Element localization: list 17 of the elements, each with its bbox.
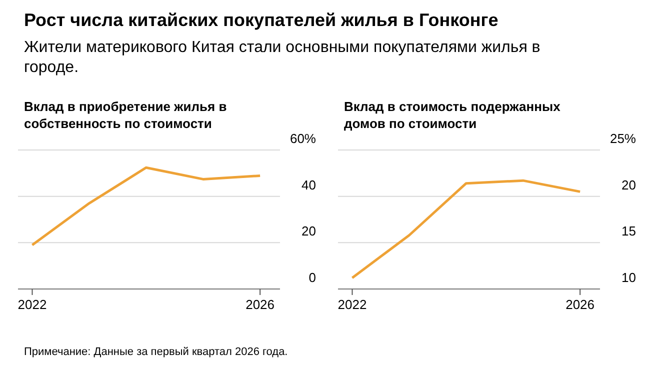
y-tick-label: 60% bbox=[290, 131, 316, 146]
y-tick-label: 10 bbox=[622, 270, 636, 285]
y-tick-label: 15 bbox=[622, 224, 636, 239]
y-tick-label: 20 bbox=[302, 224, 316, 239]
y-tick-label: 40 bbox=[302, 177, 316, 192]
x-tick-label: 2026 bbox=[566, 297, 595, 312]
text: Жители материкового Китая стали основными покупателями жилья в городе. bbox=[24, 38, 542, 78]
x-tick-label: 2026 bbox=[246, 297, 275, 312]
chart-title: Вклад в стоимость подержанных домов по стоимости bbox=[343, 98, 562, 131]
y-tick-label: 0 bbox=[308, 270, 316, 285]
chart-title: Вклад в приобретение жилья в собственность по стоимости bbox=[23, 98, 228, 131]
x-tick-label: 2022 bbox=[338, 297, 367, 312]
text: Рост числа китайских покупателей жилья в Гонконге bbox=[24, 10, 498, 31]
text: Примечание: Данные за первый квартал 2026 года. bbox=[24, 346, 288, 358]
y-tick-label: 20 bbox=[622, 177, 636, 192]
y-tick-label: 25% bbox=[610, 131, 636, 146]
x-tick-label: 2022 bbox=[18, 297, 47, 312]
